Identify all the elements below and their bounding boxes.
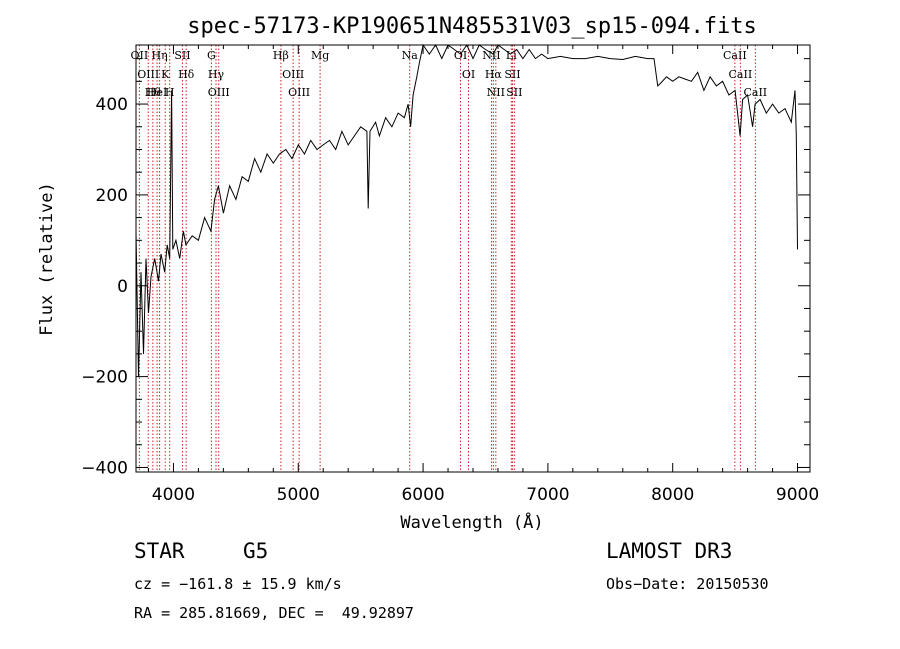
y-tick-label: 0 (117, 277, 128, 297)
y-tick-label: −400 (81, 458, 128, 478)
x-tick-label: 9000 (776, 485, 819, 505)
line-label: OIII (288, 86, 310, 99)
line-label: Hγ (208, 68, 225, 81)
line-label: CaII (723, 49, 747, 62)
object-subclass: G5 (243, 539, 269, 563)
line-label: CaII (743, 86, 767, 99)
x-tick-label: 8000 (651, 485, 694, 505)
y-axis-ticks: −400 −200 0 200 400 (81, 58, 810, 478)
line-label: G (207, 49, 216, 62)
line-label: Na (402, 49, 419, 62)
x-tick-label: 5000 (277, 485, 320, 505)
spectrum-line (135, 43, 798, 377)
line-label: Li (506, 49, 517, 62)
line-label: NII (482, 49, 500, 62)
line-label: OI (462, 68, 475, 81)
line-label: SII (506, 86, 522, 99)
coordinates: RA = 285.81669, DEC = 49.92897 (134, 604, 414, 622)
chart-title: spec-57173-KP190651N485531V03_sp15-094.f… (187, 14, 757, 39)
redshift-velocity: cz = −161.8 ± 15.9 km/s (134, 575, 342, 593)
x-axis-ticks: 4000 5000 6000 7000 8000 9000 (147, 45, 819, 505)
line-label: SII (504, 68, 520, 81)
line-label: Mg (311, 49, 329, 62)
line-label: NII (487, 86, 505, 99)
line-label: OIII (208, 86, 230, 99)
line-label: Hη (151, 49, 167, 62)
y-tick-label: 200 (96, 186, 128, 206)
line-label: Hα (485, 68, 503, 81)
object-class: STAR (134, 539, 185, 563)
line-label: OII (131, 49, 149, 62)
line-label: CaII (729, 68, 753, 81)
plot-frame (135, 44, 811, 473)
line-label: SII (174, 49, 190, 62)
y-tick-label: 400 (96, 95, 128, 115)
line-label: Hθ (145, 86, 162, 99)
y-tick-label: −200 (81, 368, 128, 388)
x-tick-label: 7000 (526, 485, 569, 505)
observation-date: Obs−Date: 20150530 (606, 575, 769, 593)
plot-area (135, 44, 811, 473)
line-label: OIII (282, 68, 304, 81)
line-label: H (165, 86, 175, 99)
line-label: Hβ (273, 49, 289, 62)
line-label: Hδ (178, 68, 195, 81)
line-label: HeI (147, 86, 167, 99)
x-axis-label: Wavelength (Å) (400, 511, 543, 533)
x-tick-label: 6000 (401, 485, 444, 505)
y-axis-label: Flux (relative) (37, 182, 57, 336)
line-label: K (161, 68, 170, 81)
emission-line-markers (138, 45, 756, 472)
line-label: OIII (137, 68, 159, 81)
survey-name: LAMOST DR3 (606, 539, 733, 563)
x-tick-label: 4000 (152, 485, 195, 505)
